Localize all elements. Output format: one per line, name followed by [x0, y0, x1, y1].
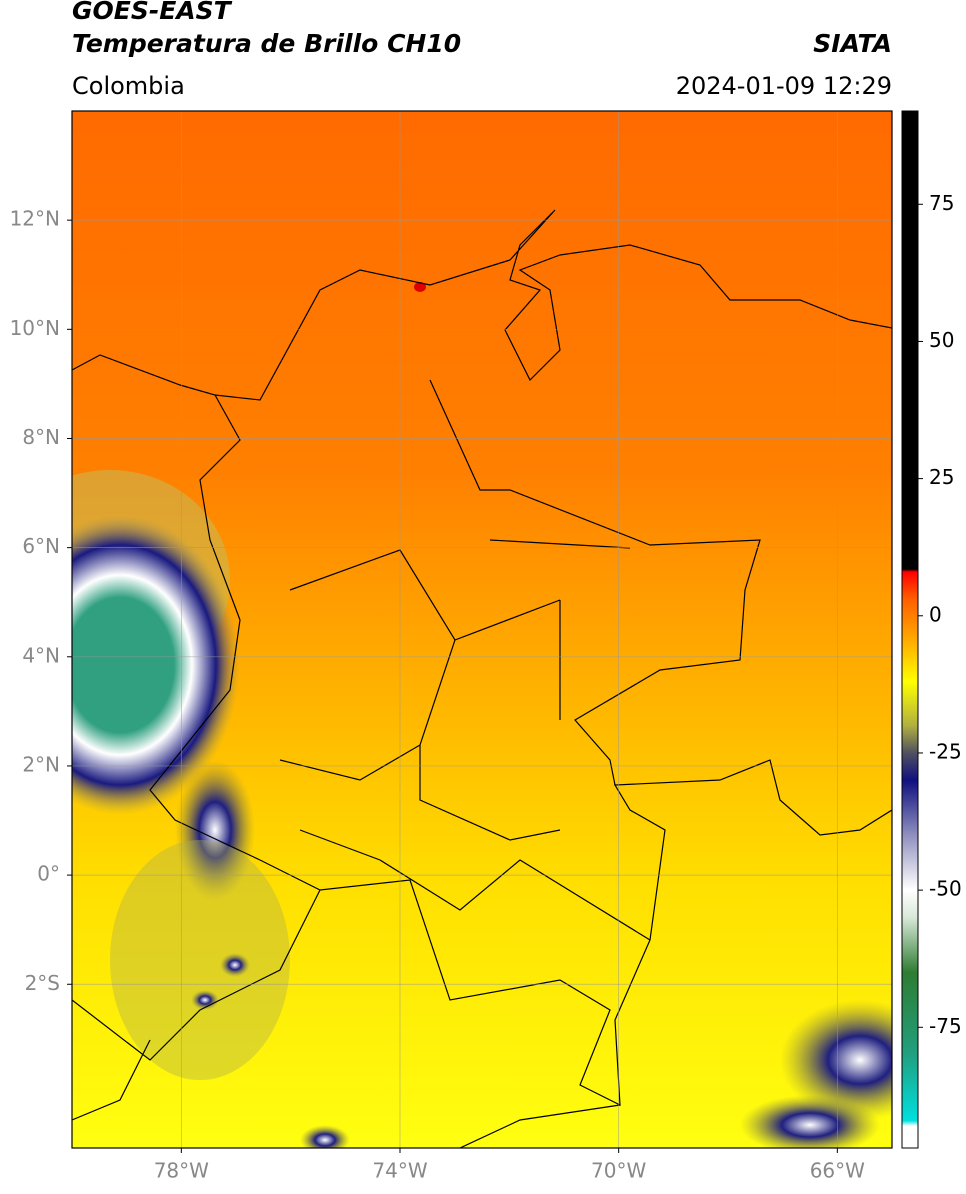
- colorbar-label: 50: [929, 328, 954, 352]
- y-tick-label: 2°S: [25, 971, 60, 995]
- y-tick-label: 6°N: [22, 534, 60, 558]
- y-tick-label: 12°N: [10, 207, 60, 231]
- y-tick-label: 10°N: [10, 316, 60, 340]
- datetime: 2024-01-09 12:29: [676, 72, 892, 100]
- colorbar-label: 25: [929, 465, 954, 489]
- colorbar-label: -50: [929, 877, 962, 901]
- colorbar-label: -75: [929, 1014, 962, 1038]
- map-frame: [71, 110, 893, 1149]
- colorbar: [901, 110, 919, 1149]
- region: Colombia: [72, 72, 185, 100]
- subtitle: Temperatura de Brillo CH10: [72, 29, 461, 58]
- x-tick-label: 78°W: [154, 1159, 209, 1183]
- x-tick-label: 74°W: [372, 1159, 427, 1183]
- source: SIATA: [813, 29, 892, 58]
- colorbar-label: 0: [929, 602, 942, 626]
- colorbar-label: -25: [929, 739, 962, 763]
- colorbar-label: 75: [929, 191, 954, 215]
- y-tick-label: 8°N: [22, 425, 60, 449]
- map-image: [72, 111, 892, 1148]
- y-tick-label: 4°N: [22, 643, 60, 667]
- grid: [72, 111, 892, 1148]
- x-tick-label: 66°W: [810, 1159, 865, 1183]
- title: GOES-EAST: [72, 0, 233, 25]
- x-tick-label: 70°W: [591, 1159, 646, 1183]
- y-tick-label: 0°: [37, 862, 60, 886]
- y-tick-label: 2°N: [22, 752, 60, 776]
